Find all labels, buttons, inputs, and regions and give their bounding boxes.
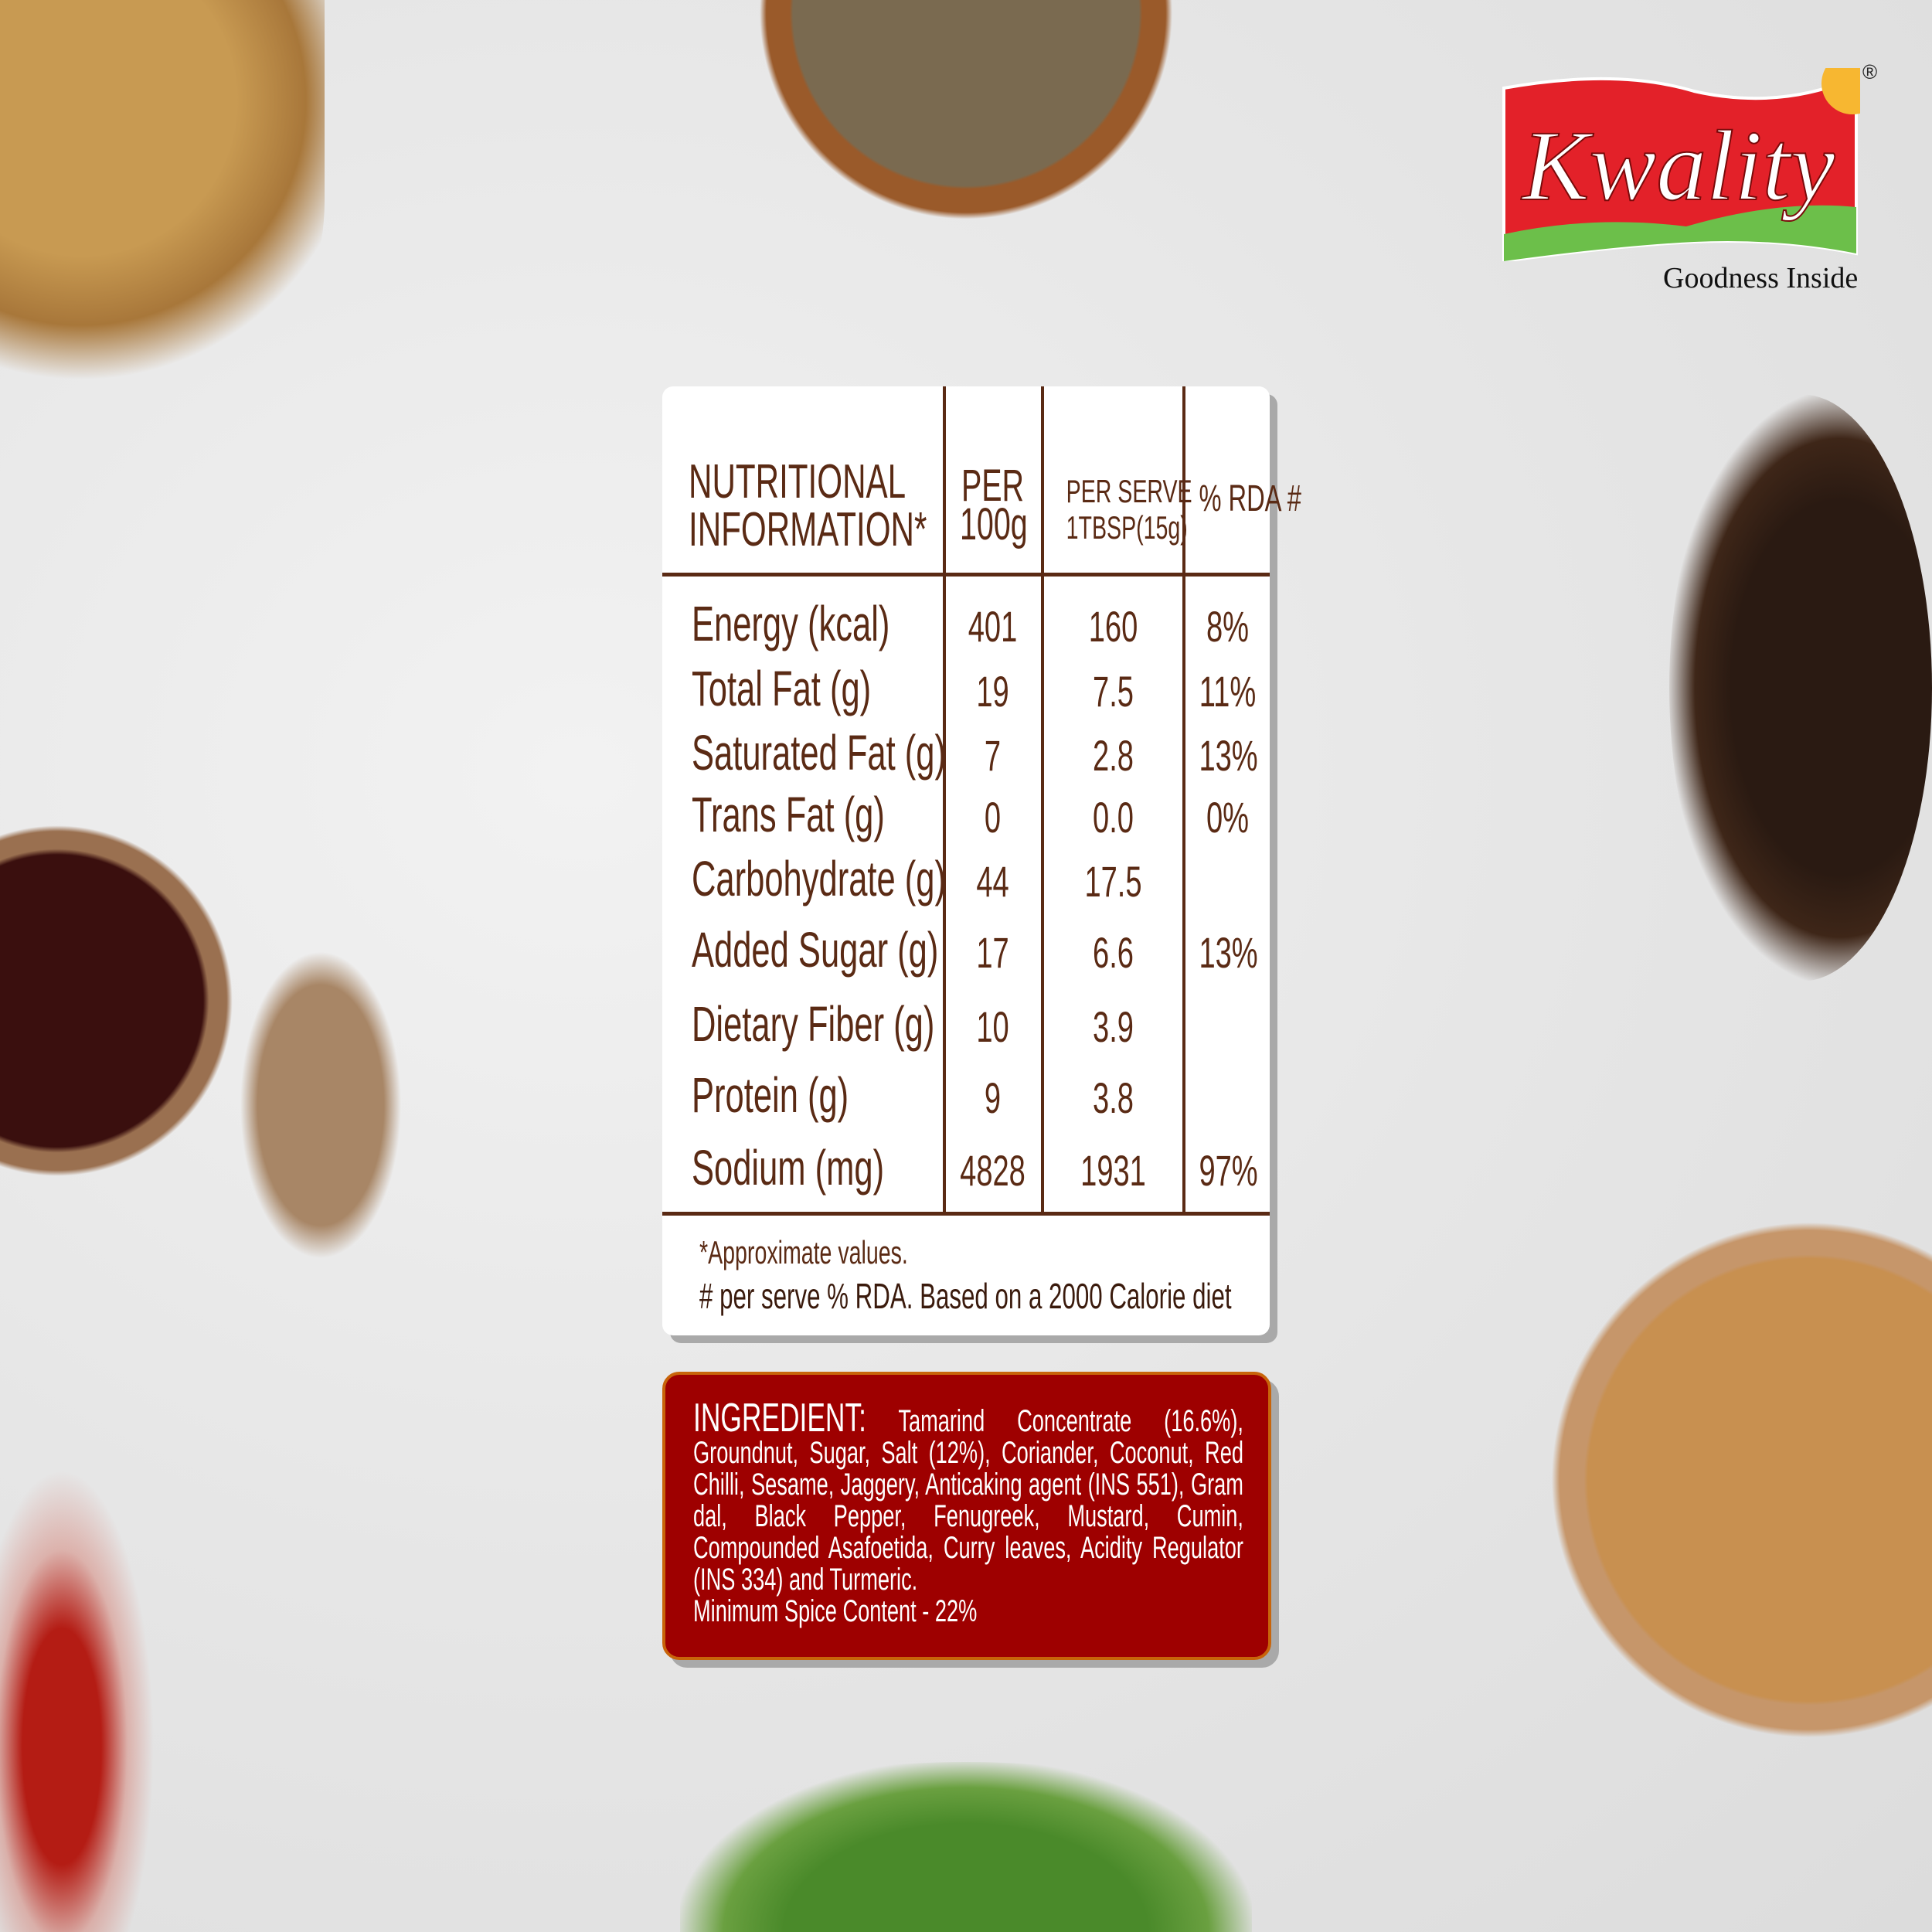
column-divider bbox=[1041, 386, 1044, 1213]
header-title-line1: NUTRITIONAL bbox=[689, 455, 906, 509]
perserve-value: 6.6 bbox=[1093, 928, 1134, 977]
rda-value: 13% bbox=[1199, 731, 1258, 780]
nutrient-label: Added Sugar (g) bbox=[692, 922, 939, 978]
rda-value: 11% bbox=[1199, 667, 1257, 716]
header-perserve-line2: 1TBSP(15g) bbox=[1066, 509, 1188, 546]
brand-logo: Kwality Goodness Inside ® bbox=[1501, 53, 1883, 300]
table-row: Dietary Fiber (g) 10 3.9 bbox=[662, 999, 1270, 1053]
ingredients-list: Tamarind Concentrate (16.6%), Groundnut,… bbox=[693, 1404, 1243, 1597]
rda-value: 8% bbox=[1206, 602, 1250, 651]
perserve-value: 3.8 bbox=[1093, 1073, 1134, 1122]
per100g-value: 17 bbox=[976, 928, 1009, 977]
nutrition-table: NUTRITIONAL INFORMATION* PER 100g PER SE… bbox=[662, 386, 1301, 1335]
coriander-seeds-image bbox=[0, 0, 325, 402]
spice-content: Minimum Spice Content - 22% bbox=[693, 1594, 978, 1628]
nutrient-label: Carbohydrate (g) bbox=[692, 851, 946, 906]
ingredients-title: INGREDIENT: bbox=[693, 1396, 866, 1440]
footnote-approximate: *Approximate values. bbox=[699, 1234, 908, 1270]
nutrient-label: Protein (g) bbox=[692, 1067, 849, 1123]
nutrient-label: Sodium (mg) bbox=[692, 1140, 885, 1196]
header-title-line2: INFORMATION* bbox=[689, 503, 927, 556]
rda-value: 0% bbox=[1206, 793, 1250, 842]
rda-value: 13% bbox=[1199, 928, 1258, 977]
ingredients-panel: INGREDIENT: Tamarind Concentrate (16.6%)… bbox=[662, 1372, 1271, 1660]
table-row: Protein (g) 9 3.8 bbox=[662, 1070, 1270, 1124]
per100g-value: 7 bbox=[984, 731, 1002, 780]
black-pepper-image bbox=[1669, 394, 1932, 981]
column-divider bbox=[1182, 386, 1185, 1213]
perserve-value: 160 bbox=[1088, 602, 1138, 651]
per100g-value: 10 bbox=[976, 1002, 1009, 1051]
header-per100g-line1: PER bbox=[961, 461, 1025, 511]
column-divider bbox=[943, 386, 946, 1213]
per100g-value: 0 bbox=[984, 793, 1002, 842]
registered-mark: ® bbox=[1862, 60, 1878, 83]
table-row: Trans Fat (g) 0 0.0 0% bbox=[662, 790, 1270, 844]
svg-text:Kwality: Kwality bbox=[1521, 111, 1835, 222]
red-chilli-image bbox=[0, 1468, 155, 1932]
table-row: Sodium (mg) 4828 1931 97% bbox=[662, 1143, 1270, 1197]
perserve-value: 7.5 bbox=[1093, 667, 1134, 716]
header-rda: % RDA # bbox=[1199, 478, 1301, 519]
tamarind-pod-image bbox=[240, 951, 402, 1260]
per100g-value: 401 bbox=[968, 602, 1018, 651]
header-per100g-line2: 100g bbox=[960, 499, 1028, 549]
fenugreek-bowl-image bbox=[1522, 1198, 1932, 1762]
table-row: Energy (kcal) 401 160 8% bbox=[662, 599, 1270, 653]
logo-tagline: Goodness Inside bbox=[1663, 262, 1859, 294]
logo-flag-icon: Kwality bbox=[1502, 53, 1883, 264]
ingredients-text: INGREDIENT: Tamarind Concentrate (16.6%)… bbox=[693, 1398, 1243, 1628]
per100g-value: 4828 bbox=[960, 1146, 1026, 1195]
nutrient-label: Trans Fat (g) bbox=[692, 787, 885, 842]
perserve-value: 1931 bbox=[1080, 1146, 1146, 1195]
table-row: Saturated Fat (g) 7 2.8 13% bbox=[662, 728, 1270, 782]
nutrient-label: Energy (kcal) bbox=[692, 596, 890, 651]
rda-value: 97% bbox=[1199, 1146, 1258, 1195]
table-row: Total Fat (g) 19 7.5 11% bbox=[662, 664, 1270, 718]
footnote-rda: # per serve % RDA. Based on a 2000 Calor… bbox=[699, 1276, 1232, 1316]
per100g-value: 9 bbox=[984, 1073, 1002, 1122]
perserve-value: 0.0 bbox=[1093, 793, 1134, 842]
cumin-bowl-image bbox=[738, 0, 1194, 255]
per100g-value: 44 bbox=[976, 857, 1009, 906]
header-divider bbox=[662, 573, 1270, 577]
perserve-value: 17.5 bbox=[1084, 857, 1142, 906]
table-row: Added Sugar (g) 17 6.6 13% bbox=[662, 925, 1270, 979]
tamarind-paste-bowl-image bbox=[0, 819, 286, 1182]
perserve-value: 2.8 bbox=[1093, 731, 1134, 780]
perserve-value: 3.9 bbox=[1093, 1002, 1134, 1051]
per100g-value: 19 bbox=[976, 667, 1009, 716]
table-row: Carbohydrate (g) 44 17.5 bbox=[662, 854, 1270, 908]
nutrient-label: Saturated Fat (g) bbox=[692, 725, 946, 781]
footer-divider bbox=[662, 1212, 1270, 1216]
nutrient-label: Total Fat (g) bbox=[692, 661, 872, 716]
nutrient-label: Dietary Fiber (g) bbox=[692, 996, 935, 1052]
curry-leaves-image bbox=[680, 1762, 1252, 1932]
header-perserve-line1: PER SERVE bbox=[1066, 473, 1192, 509]
